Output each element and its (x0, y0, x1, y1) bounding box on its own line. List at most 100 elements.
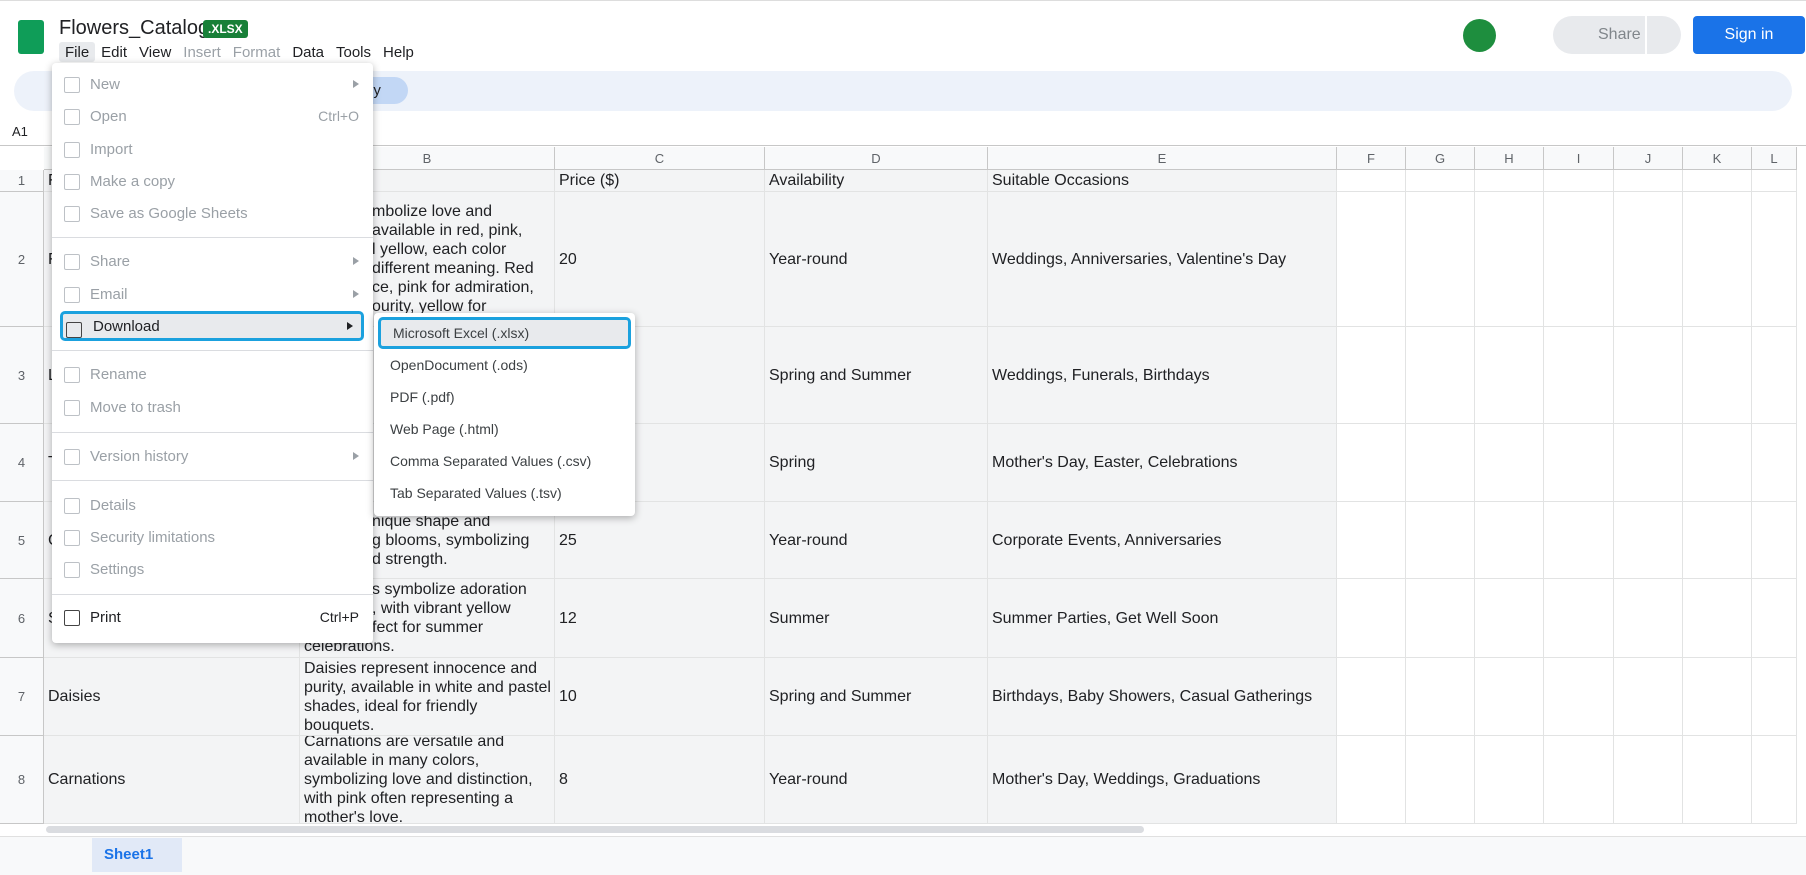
cell[interactable] (1475, 170, 1544, 192)
cell[interactable]: Year-round (765, 736, 988, 824)
file-menu-item[interactable]: Email (52, 279, 373, 309)
download-option[interactable]: Tab Separated Values (.tsv) (390, 485, 562, 501)
cell[interactable] (1406, 424, 1475, 502)
avatar[interactable] (1463, 19, 1496, 52)
cell[interactable] (1337, 658, 1406, 736)
cell[interactable] (1337, 736, 1406, 824)
cell[interactable] (1752, 170, 1797, 192)
cell[interactable] (1406, 658, 1475, 736)
cell[interactable] (1544, 658, 1614, 736)
cell[interactable] (1544, 579, 1614, 658)
file-menu-item[interactable]: Version history (52, 441, 373, 471)
cell[interactable] (1406, 736, 1475, 824)
cell[interactable]: Year-round (765, 192, 988, 327)
cell[interactable]: Daisies represent innocence and purity, a… (300, 658, 555, 736)
cell[interactable] (1614, 170, 1683, 192)
cell[interactable] (1683, 579, 1752, 658)
share-button[interactable]: Share (1553, 16, 1645, 54)
download-option[interactable]: OpenDocument (.ods) (390, 357, 528, 373)
cell[interactable]: Corporate Events, Anniversaries (988, 502, 1337, 579)
cell[interactable] (1475, 658, 1544, 736)
cell[interactable]: 20 (555, 192, 765, 327)
download-option[interactable]: Microsoft Excel (.xlsx) (378, 317, 631, 349)
share-dropdown[interactable] (1647, 16, 1681, 54)
cell[interactable] (1337, 327, 1406, 424)
file-menu-item[interactable]: Rename (52, 359, 373, 389)
cell[interactable] (1544, 502, 1614, 579)
menu-item[interactable]: Tools (336, 44, 372, 61)
cell[interactable] (1683, 170, 1752, 192)
file-menu-item[interactable]: Open Ctrl+O (52, 101, 373, 131)
file-menu-item[interactable]: Move to trash (52, 392, 373, 422)
cell[interactable]: 25 (555, 502, 765, 579)
file-menu-item[interactable]: Print Ctrl+P (52, 602, 373, 632)
cell[interactable]: Spring and Summer (765, 327, 988, 424)
menu-item[interactable]: Format (232, 44, 281, 61)
cell[interactable] (1544, 327, 1614, 424)
cell[interactable] (1614, 327, 1683, 424)
cell[interactable]: Price ($) (555, 170, 765, 192)
cell[interactable] (1544, 424, 1614, 502)
menu-item[interactable]: Edit (101, 44, 128, 61)
menu-item[interactable]: Data (292, 44, 324, 61)
cell[interactable] (1475, 579, 1544, 658)
cell[interactable]: Mother's Day, Easter, Celebrations (988, 424, 1337, 502)
cell[interactable]: Weddings, Funerals, Birthdays (988, 327, 1337, 424)
name-box[interactable]: A1 (12, 124, 28, 139)
cell[interactable] (1475, 502, 1544, 579)
file-menu-item[interactable]: Import (52, 134, 373, 164)
cell[interactable] (1614, 736, 1683, 824)
cell[interactable]: Summer (765, 579, 988, 658)
cell[interactable] (1614, 579, 1683, 658)
cell[interactable] (1337, 579, 1406, 658)
cell[interactable]: Suitable Occasions (988, 170, 1337, 192)
download-option[interactable]: PDF (.pdf) (390, 389, 455, 405)
cell[interactable]: Mother's Day, Weddings, Graduations (988, 736, 1337, 824)
file-menu-item[interactable]: Details (52, 490, 373, 520)
cell[interactable] (1406, 502, 1475, 579)
cell[interactable] (1544, 192, 1614, 327)
cell[interactable] (1683, 658, 1752, 736)
cell[interactable]: Carnations are versatile and available in… (300, 736, 555, 824)
cell[interactable] (1475, 192, 1544, 327)
cell[interactable] (1337, 192, 1406, 327)
cell[interactable] (1752, 327, 1797, 424)
file-menu-item[interactable]: Save as Google Sheets (52, 198, 373, 228)
cell[interactable] (1752, 736, 1797, 824)
cell[interactable] (1475, 327, 1544, 424)
cell[interactable] (1406, 192, 1475, 327)
file-menu-item[interactable]: Share (52, 246, 373, 276)
cell[interactable] (1337, 424, 1406, 502)
cell[interactable] (1752, 424, 1797, 502)
cell[interactable]: 10 (555, 658, 765, 736)
cell[interactable] (1337, 170, 1406, 192)
sign-in-button[interactable]: Sign in (1693, 16, 1805, 54)
file-menu-item[interactable]: Make a copy (52, 166, 373, 196)
cell[interactable]: Weddings, Anniversaries, Valentine's Day (988, 192, 1337, 327)
menu-item[interactable]: Help (383, 44, 414, 61)
menu-item[interactable]: File (59, 42, 96, 62)
file-menu-item[interactable]: Settings (52, 554, 373, 584)
cell[interactable] (1544, 736, 1614, 824)
sheet-tab[interactable]: Sheet1 (92, 838, 182, 872)
cell[interactable]: Spring and Summer (765, 658, 988, 736)
cell[interactable]: Availability (765, 170, 988, 192)
cell[interactable] (1683, 192, 1752, 327)
menu-item[interactable]: Insert (183, 44, 221, 61)
menu-item[interactable]: View (139, 44, 172, 61)
cell[interactable] (1752, 502, 1797, 579)
cell[interactable] (1614, 424, 1683, 502)
cell[interactable] (1475, 424, 1544, 502)
cell[interactable] (1683, 502, 1752, 579)
cell[interactable]: Daisies (44, 658, 300, 736)
cell[interactable] (1337, 502, 1406, 579)
cell[interactable] (1406, 327, 1475, 424)
cell[interactable] (1614, 502, 1683, 579)
cell[interactable] (1752, 192, 1797, 327)
cell[interactable] (1406, 170, 1475, 192)
sheets-logo[interactable] (18, 20, 44, 54)
cell[interactable]: Year-round (765, 502, 988, 579)
cell[interactable] (1683, 327, 1752, 424)
cell[interactable] (1544, 170, 1614, 192)
cell[interactable]: 12 (555, 579, 765, 658)
